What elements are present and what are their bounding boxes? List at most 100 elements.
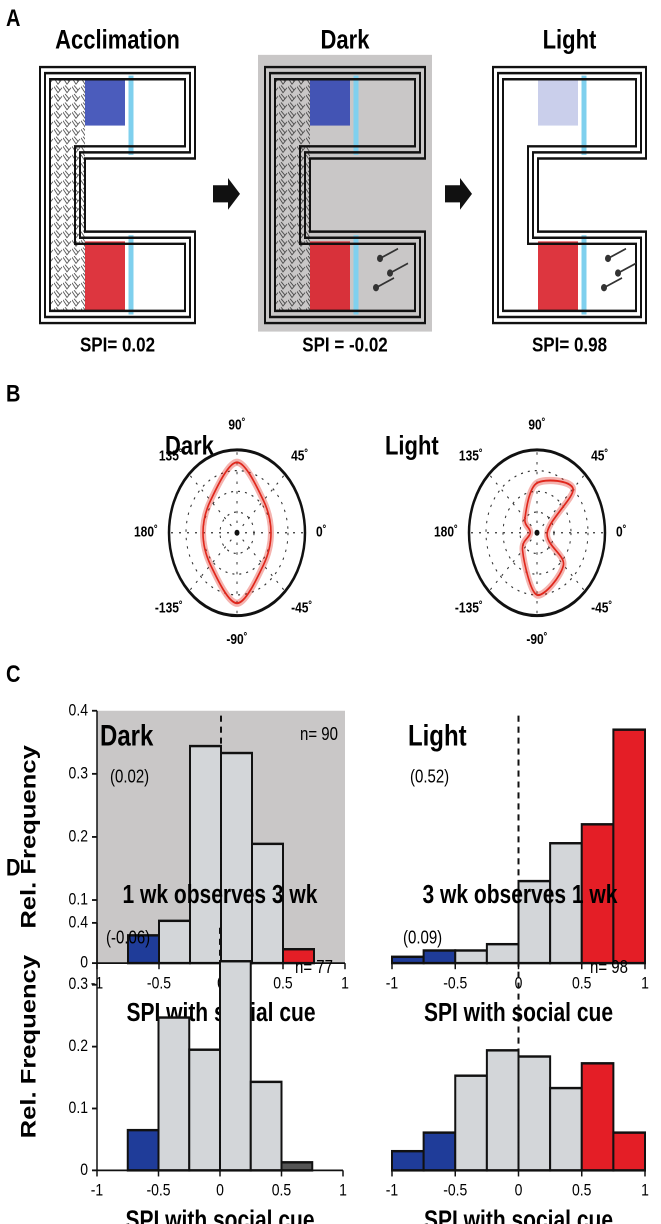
theta-tick-label: 135˚ (159, 448, 183, 464)
fish (601, 284, 607, 292)
chart-title: Light (408, 719, 467, 752)
arena-wall (264, 65, 426, 325)
bar (549, 1086, 583, 1172)
chart-title: Dark (100, 719, 153, 752)
arena-wall (492, 65, 647, 325)
polar-center (534, 529, 540, 536)
polar-frame (167, 448, 307, 618)
annotation: (0.52) (410, 766, 449, 787)
x-tick-label: 1 (641, 974, 649, 993)
arena-title: Dark (321, 26, 370, 56)
arena-title: Light (543, 26, 597, 56)
fish (605, 254, 611, 263)
arrow (213, 177, 240, 210)
bar (391, 955, 425, 965)
x-tick-label: -0.5 (147, 974, 171, 993)
y-tick-label: 0.4 (69, 701, 89, 720)
polar-spoke (236, 473, 286, 534)
arena-wall (49, 78, 186, 313)
bar (280, 1161, 314, 1172)
panel-label: C (6, 660, 20, 687)
x-axis-label: SPI with social cue (125, 1205, 314, 1224)
theta-tick-label: 0˚ (316, 523, 327, 539)
bar (580, 1062, 615, 1172)
fish (387, 269, 393, 277)
x-tick-label: 0.5 (272, 1181, 292, 1200)
arena-wall (497, 71, 642, 319)
bar (422, 1131, 457, 1172)
annotation: n= 90 (300, 724, 338, 745)
spi-label: SPI = -0.02 (302, 334, 387, 357)
bar (251, 842, 284, 965)
theta-tick-label: -135˚ (155, 599, 183, 615)
polar-curve (521, 479, 574, 596)
social-zone (85, 241, 125, 311)
x-tick-label: 0 (515, 1181, 523, 1200)
panel-label: A (6, 4, 20, 31)
x-tick-label: -0.5 (443, 1181, 467, 1200)
polar-spoke (236, 532, 286, 592)
polar-frame (467, 448, 607, 618)
chart-title: 3 wk observes 1 wk (423, 880, 619, 908)
y-tick-label: 0 (80, 953, 88, 972)
polar-spoke (488, 473, 538, 534)
x-tick-label: -1 (386, 974, 398, 993)
social-zone (538, 79, 578, 126)
polar-spoke (188, 473, 238, 534)
x-tick-label: 0.5 (572, 1181, 592, 1200)
polar-title: Light (385, 432, 439, 462)
annotation: (0.02) (110, 766, 149, 787)
polar-center (234, 529, 240, 536)
panel-label: D (6, 854, 20, 881)
x-axis-label: SPI with social cue (424, 1205, 613, 1224)
bar (126, 1128, 160, 1172)
fish (379, 247, 399, 260)
theta-tick-label: 180˚ (134, 523, 158, 539)
y-tick-label: 0.1 (69, 890, 88, 909)
bar (188, 1048, 221, 1172)
theta-tick-label: -135˚ (455, 599, 483, 615)
polar-title: Dark (165, 432, 214, 462)
social-zone (310, 79, 350, 126)
social-zone (85, 79, 125, 126)
y-tick-label: 0 (80, 1161, 88, 1180)
theta-tick-label: 45˚ (291, 448, 308, 464)
fish (377, 254, 383, 263)
annotation: (0.09) (403, 927, 442, 948)
bar (454, 949, 488, 965)
polar-spoke (536, 473, 586, 534)
fish (373, 284, 379, 292)
bar (454, 1074, 488, 1172)
social-zone (538, 241, 578, 311)
x-tick-label: 1 (339, 1181, 347, 1200)
bar (249, 1080, 283, 1172)
fish (603, 277, 623, 289)
bar (485, 942, 520, 965)
arena-wall (44, 71, 191, 319)
panel-label: B (6, 380, 20, 407)
x-tick-label: -0.5 (146, 1181, 170, 1200)
x-tick-label: 0 (216, 1181, 224, 1200)
bar (612, 728, 646, 965)
x-tick-label: -0.5 (443, 974, 467, 993)
polar-grid (485, 469, 589, 596)
bar (158, 919, 191, 965)
theta-tick-label: 0˚ (616, 523, 627, 539)
bar (517, 1055, 552, 1172)
theta-tick-label: -45˚ (591, 599, 612, 615)
bar (612, 1131, 646, 1172)
arena-wall (39, 65, 196, 325)
polar-grid (185, 469, 289, 596)
y-tick-label: 0.1 (69, 1099, 88, 1118)
fish (607, 247, 627, 260)
x-tick-label: -1 (91, 1181, 103, 1200)
x-axis-label: SPI with social cue (424, 998, 613, 1026)
polar-curve (202, 461, 272, 605)
theta-tick-label: -45˚ (291, 599, 312, 615)
y-tick-label: 0.3 (69, 764, 88, 783)
annotation: (-0.06) (106, 927, 150, 948)
x-tick-label: 1 (341, 974, 349, 993)
theta-tick-label: -90˚ (526, 631, 547, 647)
polar-spoke (188, 532, 238, 592)
